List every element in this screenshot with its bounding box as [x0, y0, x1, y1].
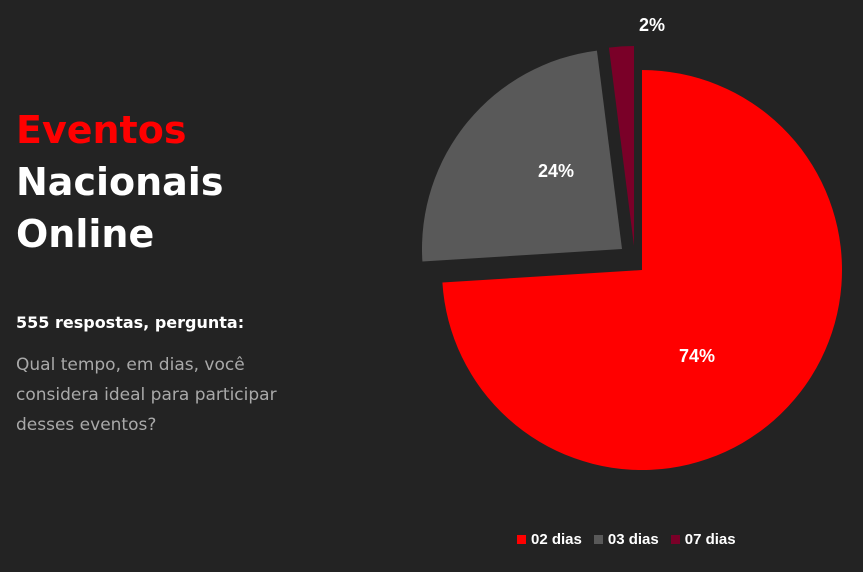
survey-question: Qual tempo, em dias, você considera idea… — [16, 355, 277, 435]
legend-item-07-dias: 07 dias — [670, 531, 736, 548]
legend-swatch-02-dias — [517, 535, 526, 544]
pie-slice-03-dias — [422, 50, 622, 262]
chart-legend: 02 dias 03 dias 07 dias — [517, 531, 736, 548]
pie-label-07-dias: 2% — [639, 15, 665, 35]
pie-label-03-dias: 24% — [538, 161, 574, 181]
page-title: Eventos Nacionais Online — [16, 104, 223, 260]
legend-label-03-dias: 03 dias — [607, 531, 659, 548]
legend-swatch-03-dias — [593, 535, 603, 544]
title-line-3: Online — [16, 212, 155, 256]
legend-item-02-dias: 02 dias — [517, 531, 582, 548]
pie-slice-07-dias — [608, 46, 634, 246]
title-line-1: Eventos — [16, 108, 187, 152]
pie-slice-02-dias — [442, 70, 842, 470]
responses-subhead: 555 respostas, pergunta: — [16, 313, 245, 332]
legend-item-03-dias: 03 dias — [593, 531, 659, 548]
legend-label-07-dias: 07 dias — [684, 531, 736, 548]
title-line-2: Nacionais — [16, 160, 224, 204]
pie-label-02-dias: 74% — [679, 346, 715, 366]
legend-swatch-07-dias — [670, 535, 680, 544]
legend-label-02-dias: 02 dias — [531, 531, 582, 548]
